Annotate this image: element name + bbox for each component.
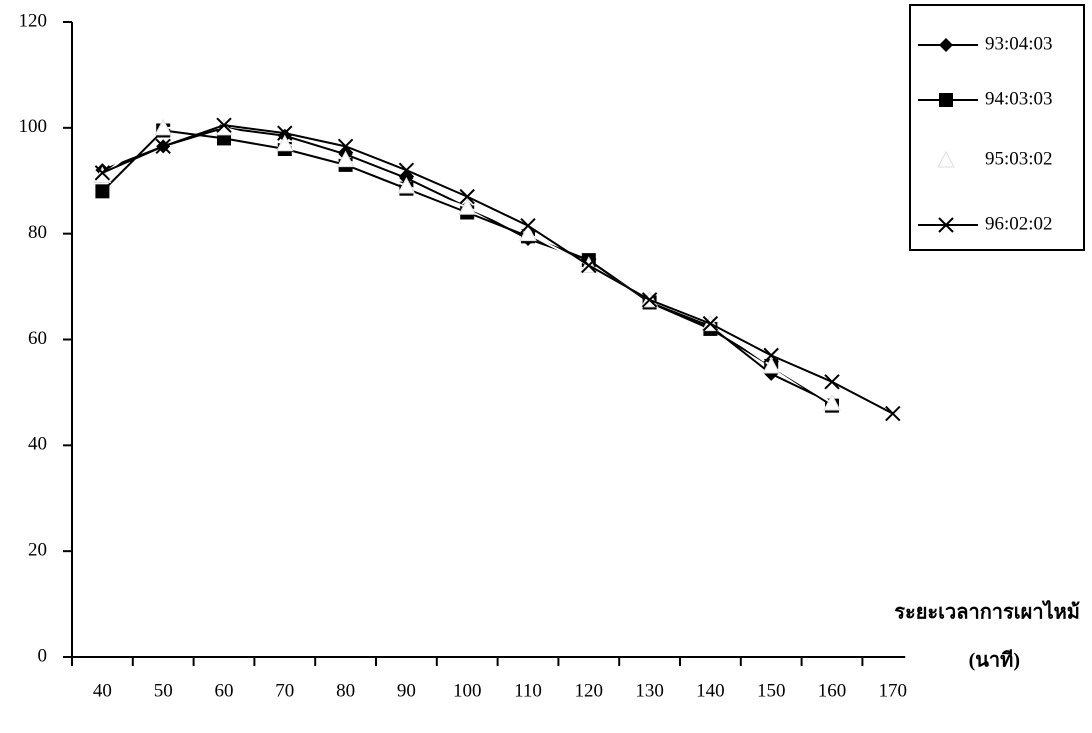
marker bbox=[520, 218, 536, 234]
marker bbox=[824, 374, 840, 390]
marker bbox=[459, 188, 475, 205]
marker bbox=[581, 257, 597, 274]
series-line bbox=[101, 129, 833, 407]
x-tick-label: 80 bbox=[336, 680, 355, 701]
marker bbox=[702, 315, 719, 332]
marker bbox=[938, 217, 954, 233]
marker bbox=[885, 405, 901, 422]
marker bbox=[762, 356, 781, 374]
marker bbox=[939, 93, 953, 107]
y-tick-label: 0 bbox=[38, 645, 48, 666]
marker bbox=[154, 118, 173, 136]
x-tick-label: 110 bbox=[514, 680, 542, 701]
marker bbox=[93, 166, 112, 183]
marker bbox=[641, 292, 658, 308]
marker bbox=[95, 184, 110, 199]
marker bbox=[275, 134, 294, 152]
marker bbox=[458, 198, 477, 215]
marker bbox=[398, 162, 415, 178]
x-tick-label: 40 bbox=[93, 680, 112, 701]
marker bbox=[336, 150, 355, 168]
x-axis-unit: (นาที) bbox=[969, 649, 1020, 672]
x-tick-label: 70 bbox=[275, 680, 294, 701]
x-tick-label: 100 bbox=[453, 680, 482, 701]
marker bbox=[155, 138, 171, 155]
legend-box bbox=[909, 4, 1085, 251]
marker bbox=[277, 125, 293, 141]
legend-label: 95:03:02 bbox=[985, 148, 1053, 169]
marker bbox=[823, 393, 841, 411]
y-tick-label: 40 bbox=[28, 434, 47, 455]
x-tick-label: 90 bbox=[397, 680, 416, 701]
legend-label: 93:04:03 bbox=[985, 33, 1053, 54]
y-tick-label: 20 bbox=[28, 540, 47, 561]
y-tick-label: 120 bbox=[19, 10, 48, 31]
marker bbox=[939, 38, 953, 52]
marker bbox=[94, 165, 111, 181]
x-tick-label: 170 bbox=[879, 680, 908, 701]
x-tick-label: 50 bbox=[154, 680, 173, 701]
marker bbox=[763, 347, 779, 364]
marker bbox=[397, 176, 416, 194]
x-tick-label: 140 bbox=[696, 680, 725, 701]
x-tick-label: 130 bbox=[635, 680, 664, 701]
legend-label: 94:03:03 bbox=[985, 88, 1053, 109]
marker bbox=[216, 117, 232, 133]
marker bbox=[937, 150, 955, 168]
x-axis-label: ระยะเวลาการเผาไหม้ bbox=[894, 600, 1080, 624]
y-tick-label: 100 bbox=[19, 116, 48, 137]
x-tick-label: 150 bbox=[757, 680, 786, 701]
marker bbox=[519, 224, 537, 242]
series-line bbox=[102, 126, 833, 404]
series-line bbox=[101, 126, 833, 404]
y-tick-label: 60 bbox=[28, 328, 47, 349]
series-line bbox=[102, 124, 894, 415]
x-tick-label: 160 bbox=[818, 680, 847, 701]
x-tick-label: 120 bbox=[575, 680, 604, 701]
x-tick-label: 60 bbox=[215, 680, 234, 701]
legend-label: 96:02:02 bbox=[985, 213, 1053, 234]
marker bbox=[337, 138, 354, 155]
y-tick-label: 80 bbox=[28, 222, 47, 243]
